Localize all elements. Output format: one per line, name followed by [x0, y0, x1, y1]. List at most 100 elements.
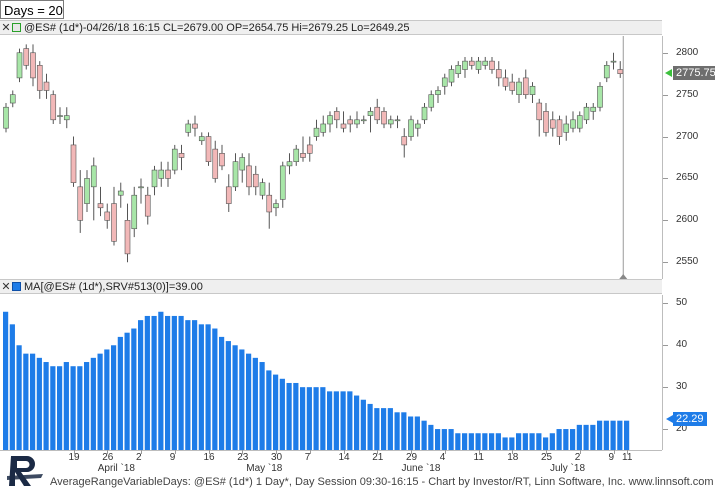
date-axis-line	[0, 450, 662, 451]
candle-body	[239, 157, 246, 171]
candle-body	[212, 148, 219, 179]
indicator-bar	[138, 320, 144, 450]
price-axis-tick	[663, 94, 668, 96]
price-pane-header[interactable]: ✕ @ES# (1d*)-04/26/18 16:15 CL=2679.00 OP…	[0, 20, 662, 35]
candle-body	[576, 115, 583, 129]
candle-body	[63, 115, 70, 121]
date-axis-day-label: 4	[439, 452, 446, 463]
candle-body	[320, 123, 327, 133]
days-field[interactable]: Days = 20	[0, 0, 64, 19]
candle-body	[151, 169, 158, 188]
indicator-bar	[16, 345, 22, 450]
candle-body	[144, 194, 151, 217]
candle-body	[360, 119, 367, 122]
indicator-bar	[43, 362, 49, 450]
price-axis-tick	[663, 136, 668, 138]
indicator-bar	[111, 345, 117, 450]
indicator-bar	[549, 433, 555, 450]
indicator-bar	[408, 416, 414, 450]
indicator-axis-label: 40	[676, 339, 688, 351]
candle-body	[590, 106, 597, 112]
series-color-swatch[interactable]	[12, 23, 21, 32]
date-axis-day-label: 30	[271, 452, 283, 463]
indicator-bar	[23, 353, 29, 450]
candle-body	[97, 203, 104, 209]
indicator-pane-header[interactable]: ✕ MA[@ES# (1d*),SRV#513(0)]=39.00	[0, 279, 662, 294]
indicator-axis[interactable]: 50 40 30 20 22.29	[662, 295, 715, 450]
indicator-bar	[354, 395, 360, 450]
indicator-bar	[590, 424, 596, 450]
candle-body	[225, 186, 232, 204]
indicator-bar	[367, 403, 373, 450]
candle-body	[387, 119, 394, 125]
candle-body	[259, 182, 266, 196]
candle-body	[455, 65, 462, 75]
series-color-swatch[interactable]	[12, 282, 21, 291]
days-field-label: Days = 20	[4, 3, 63, 18]
indicator-chart[interactable]	[0, 295, 662, 450]
date-axis-day-label: 11	[622, 452, 633, 463]
indicator-bar	[293, 382, 299, 450]
candle-body	[90, 165, 97, 188]
candle-body	[448, 69, 455, 83]
indicator-bar	[286, 382, 292, 450]
indicator-bar	[327, 391, 333, 450]
price-axis[interactable]: 2800 2750 2700 2650 2600 2550 2775.75	[662, 36, 715, 279]
indicator-bar	[104, 349, 110, 450]
candle-body	[570, 119, 576, 129]
candle-body	[104, 211, 111, 221]
candle-body	[9, 94, 16, 104]
indicator-bar	[77, 366, 83, 450]
last-indicator-arrow-icon	[666, 415, 673, 424]
candle-body	[381, 111, 387, 125]
date-axis-tick	[444, 450, 446, 454]
price-axis-label: 2800	[676, 46, 699, 58]
date-axis-day-label: 2	[136, 452, 142, 463]
indicator-bar	[495, 433, 501, 450]
indicator-bar	[306, 387, 312, 450]
candle-body	[509, 81, 516, 91]
indicator-bar	[401, 412, 407, 450]
indicator-bar	[158, 311, 164, 450]
candle-body	[354, 119, 360, 125]
indicator-bar	[63, 362, 69, 450]
indicator-bar	[489, 433, 495, 450]
indicator-bar	[522, 433, 528, 450]
candle-body	[266, 194, 273, 213]
indicator-bar	[97, 353, 103, 450]
price-axis-tick	[663, 262, 668, 264]
candle-body	[192, 123, 198, 129]
indicator-bar	[225, 341, 231, 450]
candle-body	[563, 123, 570, 133]
indicator-bar	[185, 320, 191, 450]
indicator-bar	[246, 353, 252, 450]
candle-body	[171, 148, 178, 171]
price-chart[interactable]	[0, 36, 662, 279]
candle-body	[408, 119, 414, 137]
candle-body	[252, 173, 259, 188]
date-axis-day-label: 23	[237, 452, 249, 463]
date-axis-tick	[343, 450, 345, 454]
footer-caption: AverageRangeVariableDays: @ES# (1d*) 1 D…	[50, 476, 714, 488]
candle-body	[84, 178, 90, 204]
candle-body	[185, 123, 192, 133]
price-axis-tick	[663, 52, 668, 54]
candle-body	[428, 94, 435, 108]
candle-body	[50, 94, 57, 121]
candle-body	[117, 190, 124, 196]
indicator-bar	[279, 378, 285, 450]
close-icon[interactable]: ✕	[1, 281, 11, 293]
indicator-bar	[536, 433, 542, 450]
indicator-bar	[252, 357, 258, 450]
indicator-bar	[414, 416, 420, 450]
indicator-axis-label: 30	[676, 381, 688, 393]
candle-body	[178, 153, 185, 158]
candle-body	[124, 220, 131, 255]
indicator-axis-tick	[663, 345, 668, 347]
indicator-bar	[340, 391, 346, 450]
indicator-axis-tick	[663, 387, 668, 389]
close-icon[interactable]: ✕	[1, 22, 11, 34]
date-axis-day-label: 25	[541, 452, 553, 463]
indicator-axis-label: 50	[676, 297, 688, 309]
price-axis-label: 2700	[676, 130, 699, 142]
